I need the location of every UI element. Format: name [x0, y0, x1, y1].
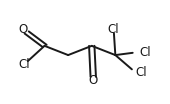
Text: Cl: Cl — [19, 58, 30, 71]
Text: O: O — [89, 74, 98, 87]
Text: Cl: Cl — [108, 23, 120, 36]
Text: Cl: Cl — [139, 46, 151, 58]
Text: Cl: Cl — [136, 66, 147, 79]
Text: O: O — [18, 23, 27, 36]
